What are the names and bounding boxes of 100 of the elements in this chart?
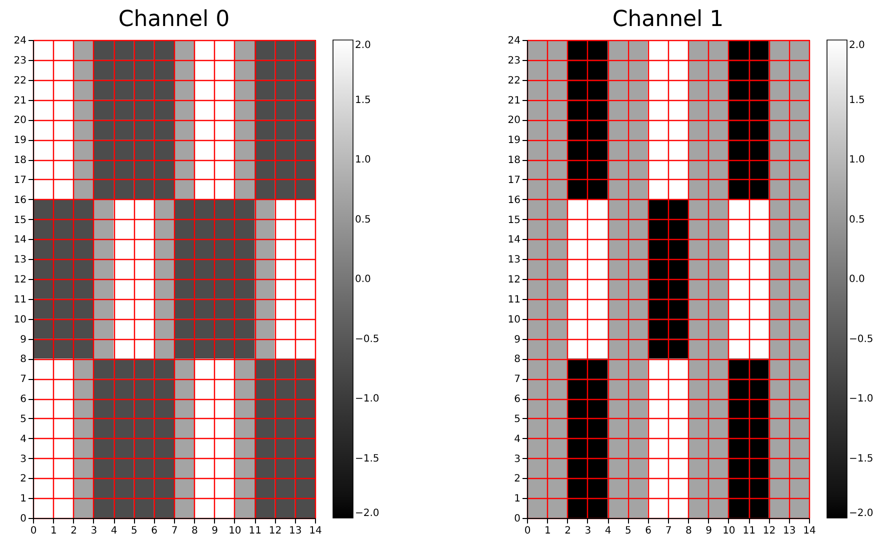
x-tick-label: 13 xyxy=(782,526,796,534)
color-bar-label: −0.5 xyxy=(849,334,874,345)
y-tick-label: 3 xyxy=(514,454,520,465)
y-tick-label: 2 xyxy=(20,474,26,485)
x-tick-label: 7 xyxy=(665,526,672,534)
x-tick-label: 11 xyxy=(248,526,262,534)
x-tick-label: 1 xyxy=(544,526,551,534)
x-tick-label: 0 xyxy=(30,526,37,534)
y-tick-label: 17 xyxy=(508,174,520,186)
color-bar-label: 0.5 xyxy=(355,214,371,226)
y-tick-label: 8 xyxy=(514,354,520,366)
x-tick-label: 14 xyxy=(803,526,816,534)
x-tick-label: 8 xyxy=(191,526,198,534)
y-tick-label: 14 xyxy=(14,234,26,246)
x-tick-label: 12 xyxy=(762,526,776,534)
x-tick-label: 5 xyxy=(131,526,138,534)
y-tick-label: 21 xyxy=(508,95,520,106)
x-tick-label: 10 xyxy=(228,526,242,534)
x-tick-label: 8 xyxy=(685,526,692,534)
y-tick-label: 15 xyxy=(508,214,520,226)
y-tick-label: 22 xyxy=(14,75,26,86)
y-tick-label: 11 xyxy=(508,294,520,306)
x-tick-label: 11 xyxy=(742,526,756,534)
color-bar-label: 1.0 xyxy=(849,154,865,166)
x-tick-label: 3 xyxy=(90,526,98,534)
x-tick-label: 2 xyxy=(70,526,77,534)
chart-title: Channel 1 xyxy=(612,7,724,32)
y-tick-label: 18 xyxy=(14,155,26,166)
x-tick-label: 6 xyxy=(645,526,652,534)
color-bar-label: 0.0 xyxy=(849,274,865,285)
chart-title: Channel 0 xyxy=(118,7,230,32)
color-bar-label: 0.0 xyxy=(355,274,371,285)
y-tick-label: 18 xyxy=(508,155,520,166)
y-tick-label: 3 xyxy=(20,454,26,465)
y-tick-label: 16 xyxy=(508,194,520,206)
y-tick-label: 15 xyxy=(14,214,26,226)
y-tick-label: 14 xyxy=(508,234,520,246)
x-tick-label: 4 xyxy=(110,526,118,534)
color-bar-label: 2.0 xyxy=(849,40,865,51)
color-bar-label: −1.5 xyxy=(849,453,874,464)
y-tick-label: 19 xyxy=(508,135,520,146)
y-tick-label: 22 xyxy=(508,75,520,86)
y-tick-label: 0 xyxy=(514,514,520,524)
y-tick-label: 7 xyxy=(20,374,26,386)
x-tick-label: 4 xyxy=(604,526,612,534)
y-tick-label: 23 xyxy=(14,55,26,66)
y-tick-label: 13 xyxy=(508,254,520,266)
x-tick-label: 9 xyxy=(212,526,218,534)
y-tick-label: 5 xyxy=(20,414,26,425)
x-tick-label: 14 xyxy=(309,526,322,534)
y-tick-label: 2 xyxy=(514,474,520,485)
y-tick-label: 9 xyxy=(514,334,520,346)
x-tick-label: 7 xyxy=(171,526,178,534)
color-bar-label: 2.0 xyxy=(355,40,371,51)
y-tick-label: 1 xyxy=(514,494,520,505)
y-tick-label: 8 xyxy=(20,354,26,366)
color-bar-label: −0.5 xyxy=(355,334,380,345)
color-bar-label: 1.5 xyxy=(355,94,371,106)
y-tick-label: 4 xyxy=(20,434,26,445)
y-tick-label: 17 xyxy=(14,174,26,186)
y-tick-label: 4 xyxy=(514,434,520,445)
color-bar-label: −1.0 xyxy=(355,394,380,404)
y-tick-label: 23 xyxy=(508,55,520,66)
y-tick-label: 13 xyxy=(14,254,26,266)
y-tick-label: 24 xyxy=(14,36,26,46)
x-tick-label: 1 xyxy=(50,526,57,534)
color-bar-label: 1.0 xyxy=(355,154,371,166)
x-tick-label: 2 xyxy=(564,526,571,534)
y-tick-label: 0 xyxy=(20,514,26,524)
y-tick-label: 16 xyxy=(14,194,26,206)
y-tick-label: 9 xyxy=(20,334,26,346)
color-bar-label: −1.0 xyxy=(849,394,874,404)
y-tick-label: 7 xyxy=(514,374,520,386)
y-tick-label: 5 xyxy=(514,414,520,425)
y-tick-label: 19 xyxy=(14,135,26,146)
color-bar-label: −2.0 xyxy=(849,508,874,519)
y-tick-label: 6 xyxy=(20,394,26,405)
x-tick-label: 9 xyxy=(706,526,712,534)
y-tick-label: 10 xyxy=(14,314,26,326)
color-bar-label: 0.5 xyxy=(849,214,865,226)
x-tick-label: 13 xyxy=(288,526,302,534)
x-tick-label: 3 xyxy=(584,526,592,534)
color-bar-label: −2.0 xyxy=(355,508,380,519)
y-tick-label: 24 xyxy=(508,36,520,46)
y-tick-label: 21 xyxy=(14,95,26,106)
color-bar-label: 1.5 xyxy=(849,94,865,106)
y-tick-label: 6 xyxy=(514,394,520,405)
x-tick-label: 5 xyxy=(625,526,632,534)
y-tick-label: 11 xyxy=(14,294,26,306)
y-tick-label: 20 xyxy=(508,115,520,126)
y-tick-label: 12 xyxy=(508,274,520,286)
y-tick-label: 20 xyxy=(14,115,26,126)
y-tick-label: 1 xyxy=(20,494,26,505)
x-tick-label: 12 xyxy=(268,526,282,534)
y-tick-label: 12 xyxy=(14,274,26,286)
x-tick-label: 6 xyxy=(151,526,158,534)
color-bar-label: −1.5 xyxy=(355,453,380,464)
x-tick-label: 0 xyxy=(524,526,531,534)
y-tick-label: 10 xyxy=(508,314,520,326)
x-tick-label: 10 xyxy=(722,526,736,534)
